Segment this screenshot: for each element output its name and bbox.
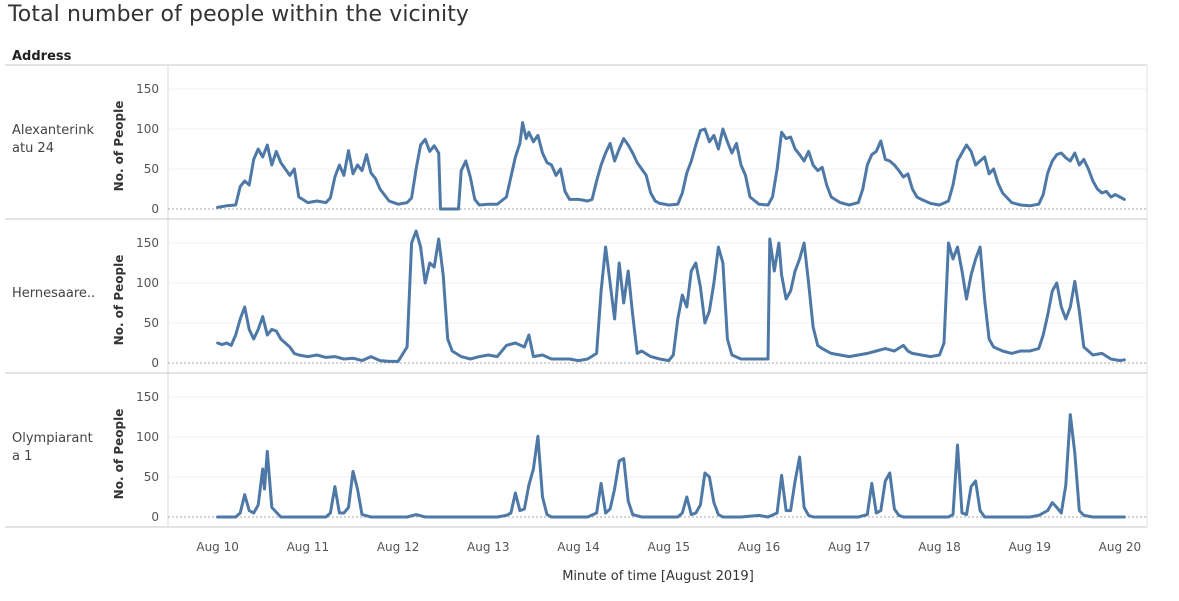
x-tick-label: Aug 13 — [467, 540, 510, 554]
y-tick-label: 100 — [136, 122, 159, 136]
y-tick-label: 150 — [136, 390, 159, 404]
x-tick-label: Aug 10 — [196, 540, 239, 554]
y-tick-label: 100 — [136, 276, 159, 290]
y-tick-label: 50 — [144, 162, 159, 176]
y-tick-label: 150 — [136, 82, 159, 96]
row-label: Olympiarant a 1 — [12, 431, 93, 464]
x-tick-label: Aug 11 — [287, 540, 330, 554]
y-axis-label: No. of People — [112, 409, 126, 500]
series-line — [216, 413, 1126, 519]
y-axis-label: No. of People — [112, 101, 126, 192]
panel-2: 0 50 100 150 No. of People Hernesaare.. — [5, 218, 1147, 370]
x-tick-label: Aug 15 — [648, 540, 691, 554]
panel-1: 0 50 100 150 No. of People Alexanterink atu 24 — [12, 82, 1147, 216]
chart-frame — [5, 64, 1148, 528]
y-tick-label: 0 — [151, 202, 159, 216]
y-tick-label: 100 — [136, 430, 159, 444]
x-axis: Aug 10 Aug 11 Aug 12 Aug 13 Aug 14 Aug 15 Aug … — [196, 540, 1141, 554]
y-tick-label: 150 — [136, 236, 159, 250]
x-axis-label: Minute of time [August 2019] — [562, 569, 754, 584]
series-line — [216, 121, 1126, 211]
y-tick-label: 0 — [151, 510, 159, 524]
y-tick-label: 0 — [151, 356, 159, 370]
row-header: Address — [12, 49, 72, 64]
y-tick-label: 50 — [144, 316, 159, 330]
panels: 0 50 100 150 No. of People Alexanterink atu 24… — [5, 82, 1147, 524]
x-tick-label: Aug 16 — [738, 540, 781, 554]
y-axis-label: No. of People — [112, 255, 126, 346]
panel-3: 0 50 100 150 No. of People Olympiarant a 1 — [5, 372, 1147, 524]
row-label: Alexanterink atu 24 — [12, 123, 94, 156]
x-tick-label: Aug 12 — [377, 540, 420, 554]
y-tick-label: 50 — [144, 470, 159, 484]
x-tick-label: Aug 20 — [1099, 540, 1142, 554]
x-tick-label: Aug 18 — [918, 540, 961, 554]
x-tick-label: Aug 14 — [557, 540, 600, 554]
series-line — [216, 229, 1126, 363]
x-tick-label: Aug 19 — [1008, 540, 1051, 554]
chart-title: Total number of people within the vicini… — [8, 2, 470, 27]
x-tick-label: Aug 17 — [828, 540, 871, 554]
row-label: Hernesaare.. — [12, 286, 95, 301]
